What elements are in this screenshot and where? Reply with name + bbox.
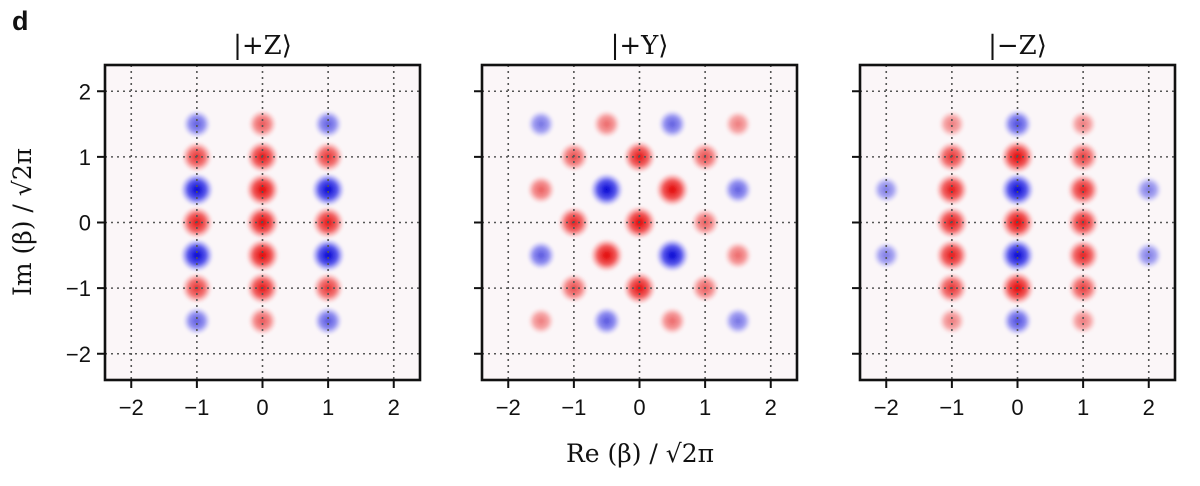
x-tick-label: 2 xyxy=(1143,395,1155,420)
y-tick-label: 1 xyxy=(79,145,91,170)
wigner-peak xyxy=(724,307,752,335)
wigner-peak xyxy=(1069,110,1097,138)
wigner-peak xyxy=(182,110,211,139)
panel-title: |+Y⟩ xyxy=(611,31,669,61)
wigner-peak xyxy=(658,110,687,139)
wigner-peak xyxy=(314,110,343,139)
wigner-peak xyxy=(592,306,621,336)
y-tick-label: −2 xyxy=(66,342,91,367)
x-axis-label: Re (β) / √2π xyxy=(566,439,714,468)
x-tick-label: 0 xyxy=(1011,395,1023,420)
panel-label: d xyxy=(12,6,29,36)
wigner-peak xyxy=(724,110,752,138)
wigner-peak xyxy=(245,173,280,207)
panel-1: −2 −1 0 1 2 −2 −1 0 1 2 |+Z⟩ xyxy=(66,31,422,420)
wigner-peak xyxy=(590,173,624,207)
wigner-peak xyxy=(1067,239,1099,272)
wigner-peak xyxy=(1000,173,1035,207)
panels-group: −2 −1 0 1 2 −2 −1 0 1 2 |+Z⟩ −2 −1 0 1 2 |+Y⟩ −2 −1 0 1 2 |−Z⟩ xyxy=(66,31,1177,420)
x-tick-label: 0 xyxy=(256,395,268,420)
wigner-peak xyxy=(873,176,900,203)
wigner-peak xyxy=(1067,173,1099,206)
wigner-peak xyxy=(1069,307,1097,335)
wigner-peak xyxy=(527,175,556,204)
x-tick-label: 1 xyxy=(322,395,334,420)
wigner-peak xyxy=(935,239,968,272)
x-tick-label: −1 xyxy=(939,395,964,420)
wigner-peak xyxy=(180,238,214,272)
wigner-peak xyxy=(527,110,555,138)
y-tick-label: −1 xyxy=(66,276,91,301)
wigner-peak xyxy=(938,307,966,335)
wigner-peak xyxy=(311,238,345,272)
x-tick-label: 2 xyxy=(765,395,777,420)
x-tick-label: −2 xyxy=(119,395,144,420)
x-tick-label: 0 xyxy=(633,395,645,420)
wigner-peak xyxy=(590,238,624,272)
wigner-peak xyxy=(313,306,343,336)
x-tick-label: −2 xyxy=(874,395,899,420)
panel-2: −2 −1 0 1 2 |+Y⟩ xyxy=(474,31,799,420)
wigner-peak xyxy=(938,110,966,138)
panel-title: |+Z⟩ xyxy=(233,31,292,61)
wigner-peak xyxy=(1003,306,1032,336)
wigner-peak xyxy=(592,110,621,138)
panel-title: |−Z⟩ xyxy=(988,31,1047,61)
wigner-peak xyxy=(526,241,556,270)
x-tick-label: −2 xyxy=(496,395,521,420)
y-tick-label: 0 xyxy=(79,211,91,236)
wigner-peak xyxy=(723,175,752,204)
wigner-peak xyxy=(1000,238,1035,272)
wigner-peak xyxy=(311,173,345,207)
x-tick-label: 1 xyxy=(699,395,711,420)
y-tick-label: 2 xyxy=(79,79,91,104)
wigner-peak xyxy=(724,241,752,270)
wigner-peak xyxy=(655,238,689,272)
wigner-peak xyxy=(658,307,687,335)
wigner-peak xyxy=(1135,242,1162,269)
wigner-peak xyxy=(1003,109,1032,139)
wigner-peak xyxy=(873,242,900,269)
wigner-peak xyxy=(655,173,689,207)
wigner-peak xyxy=(1135,176,1162,203)
panel-3: −2 −1 0 1 2 |−Z⟩ xyxy=(852,31,1177,420)
wigner-peak xyxy=(182,306,211,335)
wigner-peak xyxy=(248,306,277,336)
wigner-peak xyxy=(245,238,280,272)
wigner-peak xyxy=(935,173,968,206)
x-tick-label: −1 xyxy=(184,395,209,420)
wigner-peak xyxy=(248,109,277,139)
wigner-peak xyxy=(527,307,555,335)
wigner-peak xyxy=(180,173,214,207)
x-tick-label: 1 xyxy=(1077,395,1089,420)
y-axis-label: Im (β) / √2π xyxy=(8,148,37,296)
x-tick-label: −1 xyxy=(561,395,586,420)
x-tick-label: 2 xyxy=(388,395,400,420)
